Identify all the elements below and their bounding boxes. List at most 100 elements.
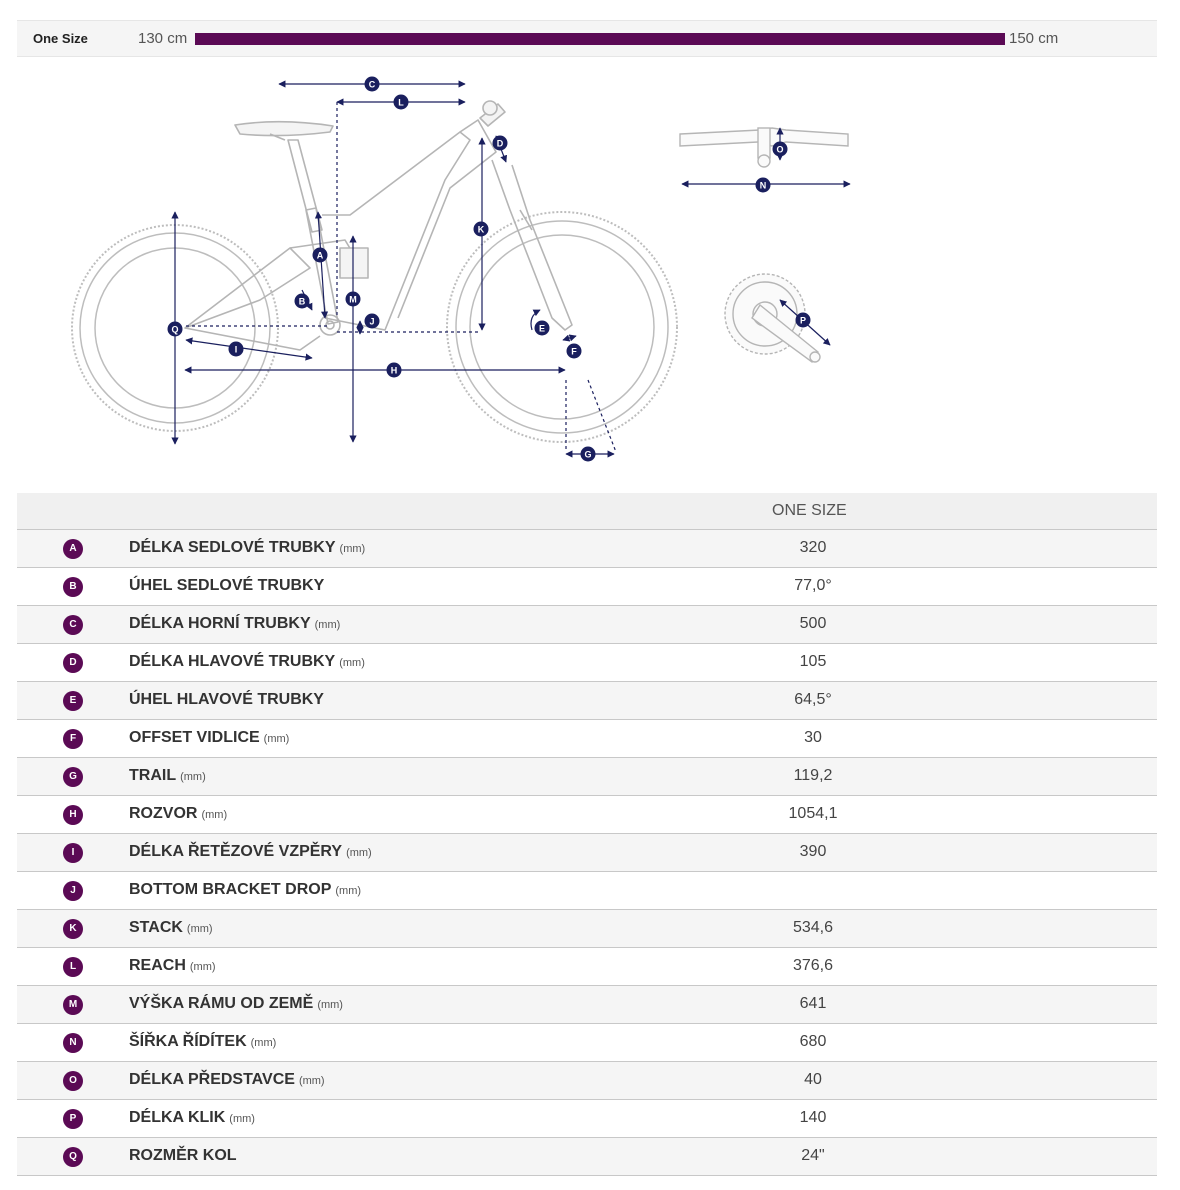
dimension-code-badge: M <box>63 995 83 1015</box>
size-range-track <box>195 33 1005 45</box>
dimension-value: 140 <box>799 1109 827 1126</box>
column-header-one-size: ONE SIZE <box>772 502 847 519</box>
dimension-value: 641 <box>799 995 827 1012</box>
dimension-code-badge: H <box>63 805 83 825</box>
svg-text:L: L <box>398 98 404 108</box>
table-row: D DÉLKA HLAVOVÉ TRUBKY (mm) 105 <box>17 644 1157 682</box>
dimension-unit: (mm) <box>335 885 362 897</box>
crankset-detail <box>724 273 831 364</box>
svg-text:A: A <box>317 251 324 261</box>
dimension-value: 320 <box>799 539 827 556</box>
dimension-name: ÚHEL SEDLOVÉ TRUBKY <box>129 577 324 595</box>
marker-p: P <box>795 312 811 328</box>
svg-text:N: N <box>760 181 767 191</box>
marker-h: H <box>386 362 402 378</box>
dimension-code-badge: A <box>63 539 83 559</box>
dimension-value: 1054,1 <box>788 805 838 822</box>
size-label: One Size <box>33 31 88 46</box>
svg-text:Q: Q <box>171 325 178 335</box>
table-body: A DÉLKA SEDLOVÉ TRUBKY (mm) 320 B ÚHEL SEDLOV… <box>17 530 1157 1176</box>
dimension-name: REACH (mm) <box>129 957 216 975</box>
dimension-code-badge: G <box>63 767 83 787</box>
dimension-label: DÉLKA HLAVOVÉ TRUBKY <box>129 653 336 670</box>
dimension-unit: (mm) <box>180 771 206 783</box>
handlebar-detail <box>679 127 851 188</box>
front-wheel <box>446 211 678 443</box>
dimension-label: VÝŠKA RÁMU OD ZEMĚ <box>129 995 314 1012</box>
dimension-name: BOTTOM BRACKET DROP (mm) <box>129 881 361 899</box>
svg-text:M: M <box>349 295 357 305</box>
dimension-label: DÉLKA SEDLOVÉ TRUBKY <box>129 539 336 556</box>
bike-geometry-diagram: A B C D E F G H I J K L M N O P Q <box>71 76 851 462</box>
dimension-label: REACH <box>129 957 186 974</box>
marker-i: I <box>228 341 244 357</box>
table-row: H ROZVOR (mm) 1054,1 <box>17 796 1157 834</box>
dimension-unit: (mm) <box>229 1113 255 1125</box>
dimension-unit: (mm) <box>186 923 213 935</box>
dimension-value: 77,0° <box>794 577 832 594</box>
svg-text:C: C <box>369 80 376 90</box>
dimension-label: OFFSET VIDLICE <box>129 729 260 746</box>
dimension-code-badge: C <box>63 615 83 635</box>
table-row: K STACK (mm) 534,6 <box>17 910 1157 948</box>
dimension-value: 119,2 <box>793 767 833 784</box>
dimension-value: 680 <box>799 1033 827 1050</box>
table-row: A DÉLKA SEDLOVÉ TRUBKY (mm) 320 <box>17 530 1157 568</box>
dimension-code-badge: D <box>63 653 83 673</box>
dimension-name: DÉLKA HLAVOVÉ TRUBKY (mm) <box>129 653 365 671</box>
dimension-name: DÉLKA PŘEDSTAVCE (mm) <box>129 1071 325 1089</box>
dimension-markers: A B C D E F G H I J K L M N O P Q <box>167 76 811 462</box>
svg-text:F: F <box>571 347 577 357</box>
table-row: B ÚHEL SEDLOVÉ TRUBKY 77,0° <box>17 568 1157 606</box>
dimension-unit: (mm) <box>298 1075 325 1087</box>
table-row: I DÉLKA ŘETĚZOVÉ VZPĚRY (mm) 390 <box>17 834 1157 872</box>
table-row: G TRAIL (mm) 119,2 <box>17 758 1157 796</box>
dimension-name: DÉLKA ŘETĚZOVÉ VZPĚRY (mm) <box>129 843 372 861</box>
dimension-name: ÚHEL HLAVOVÉ TRUBKY <box>129 691 324 709</box>
dimension-unit: (mm) <box>189 961 216 973</box>
size-min-height: 130 cm <box>138 30 188 47</box>
marker-n: N <box>755 177 771 193</box>
dimension-code-badge: E <box>63 691 83 711</box>
marker-o: O <box>772 141 788 157</box>
svg-text:E: E <box>539 324 545 334</box>
dimension-unit: (mm) <box>314 619 341 631</box>
table-row: O DÉLKA PŘEDSTAVCE (mm) 40 <box>17 1062 1157 1100</box>
marker-d: D <box>492 135 508 151</box>
size-max-height: 150 cm <box>1009 30 1059 47</box>
dimension-value: 24" <box>801 1147 825 1164</box>
marker-a: A <box>312 247 328 263</box>
dimension-name: DÉLKA SEDLOVÉ TRUBKY (mm) <box>129 539 365 557</box>
dimension-code-badge: N <box>63 1033 83 1053</box>
table-row: P DÉLKA KLIK (mm) 140 <box>17 1100 1157 1138</box>
dimension-unit: (mm) <box>346 847 372 859</box>
dimension-name: DÉLKA KLIK (mm) <box>129 1109 255 1127</box>
marker-f: F <box>566 343 582 359</box>
svg-text:B: B <box>299 297 306 307</box>
marker-l: L <box>393 94 409 110</box>
dimension-label: TRAIL <box>129 767 177 784</box>
marker-c: C <box>364 76 380 92</box>
dimension-label: DÉLKA KLIK <box>129 1109 226 1126</box>
dimension-value: 376,6 <box>792 957 834 974</box>
dimension-value: 500 <box>799 615 827 632</box>
dimension-value: 534,6 <box>792 919 834 936</box>
dimension-unit: (mm) <box>339 543 366 555</box>
svg-text:H: H <box>391 366 398 376</box>
size-range-bar: One Size 130 cm 150 cm <box>17 20 1157 57</box>
table-row: J BOTTOM BRACKET DROP (mm) <box>17 872 1157 910</box>
svg-text:K: K <box>478 225 485 235</box>
geometry-table: ONE SIZE A DÉLKA SEDLOVÉ TRUBKY (mm) 320 B ÚH… <box>17 493 1157 1176</box>
svg-text:J: J <box>369 317 374 327</box>
table-row: C DÉLKA HORNÍ TRUBKY (mm) 500 <box>17 606 1157 644</box>
dimension-value: 30 <box>804 729 822 746</box>
svg-text:O: O <box>776 145 783 155</box>
svg-text:I: I <box>235 345 238 355</box>
dimension-value: 40 <box>804 1071 822 1088</box>
marker-g: G <box>580 446 596 462</box>
dimension-label: BOTTOM BRACKET DROP <box>129 881 332 898</box>
dimension-name: VÝŠKA RÁMU OD ZEMĚ (mm) <box>129 995 343 1013</box>
dimension-code-badge: J <box>63 881 83 901</box>
marker-m: M <box>345 291 361 307</box>
table-row: L REACH (mm) 376,6 <box>17 948 1157 986</box>
